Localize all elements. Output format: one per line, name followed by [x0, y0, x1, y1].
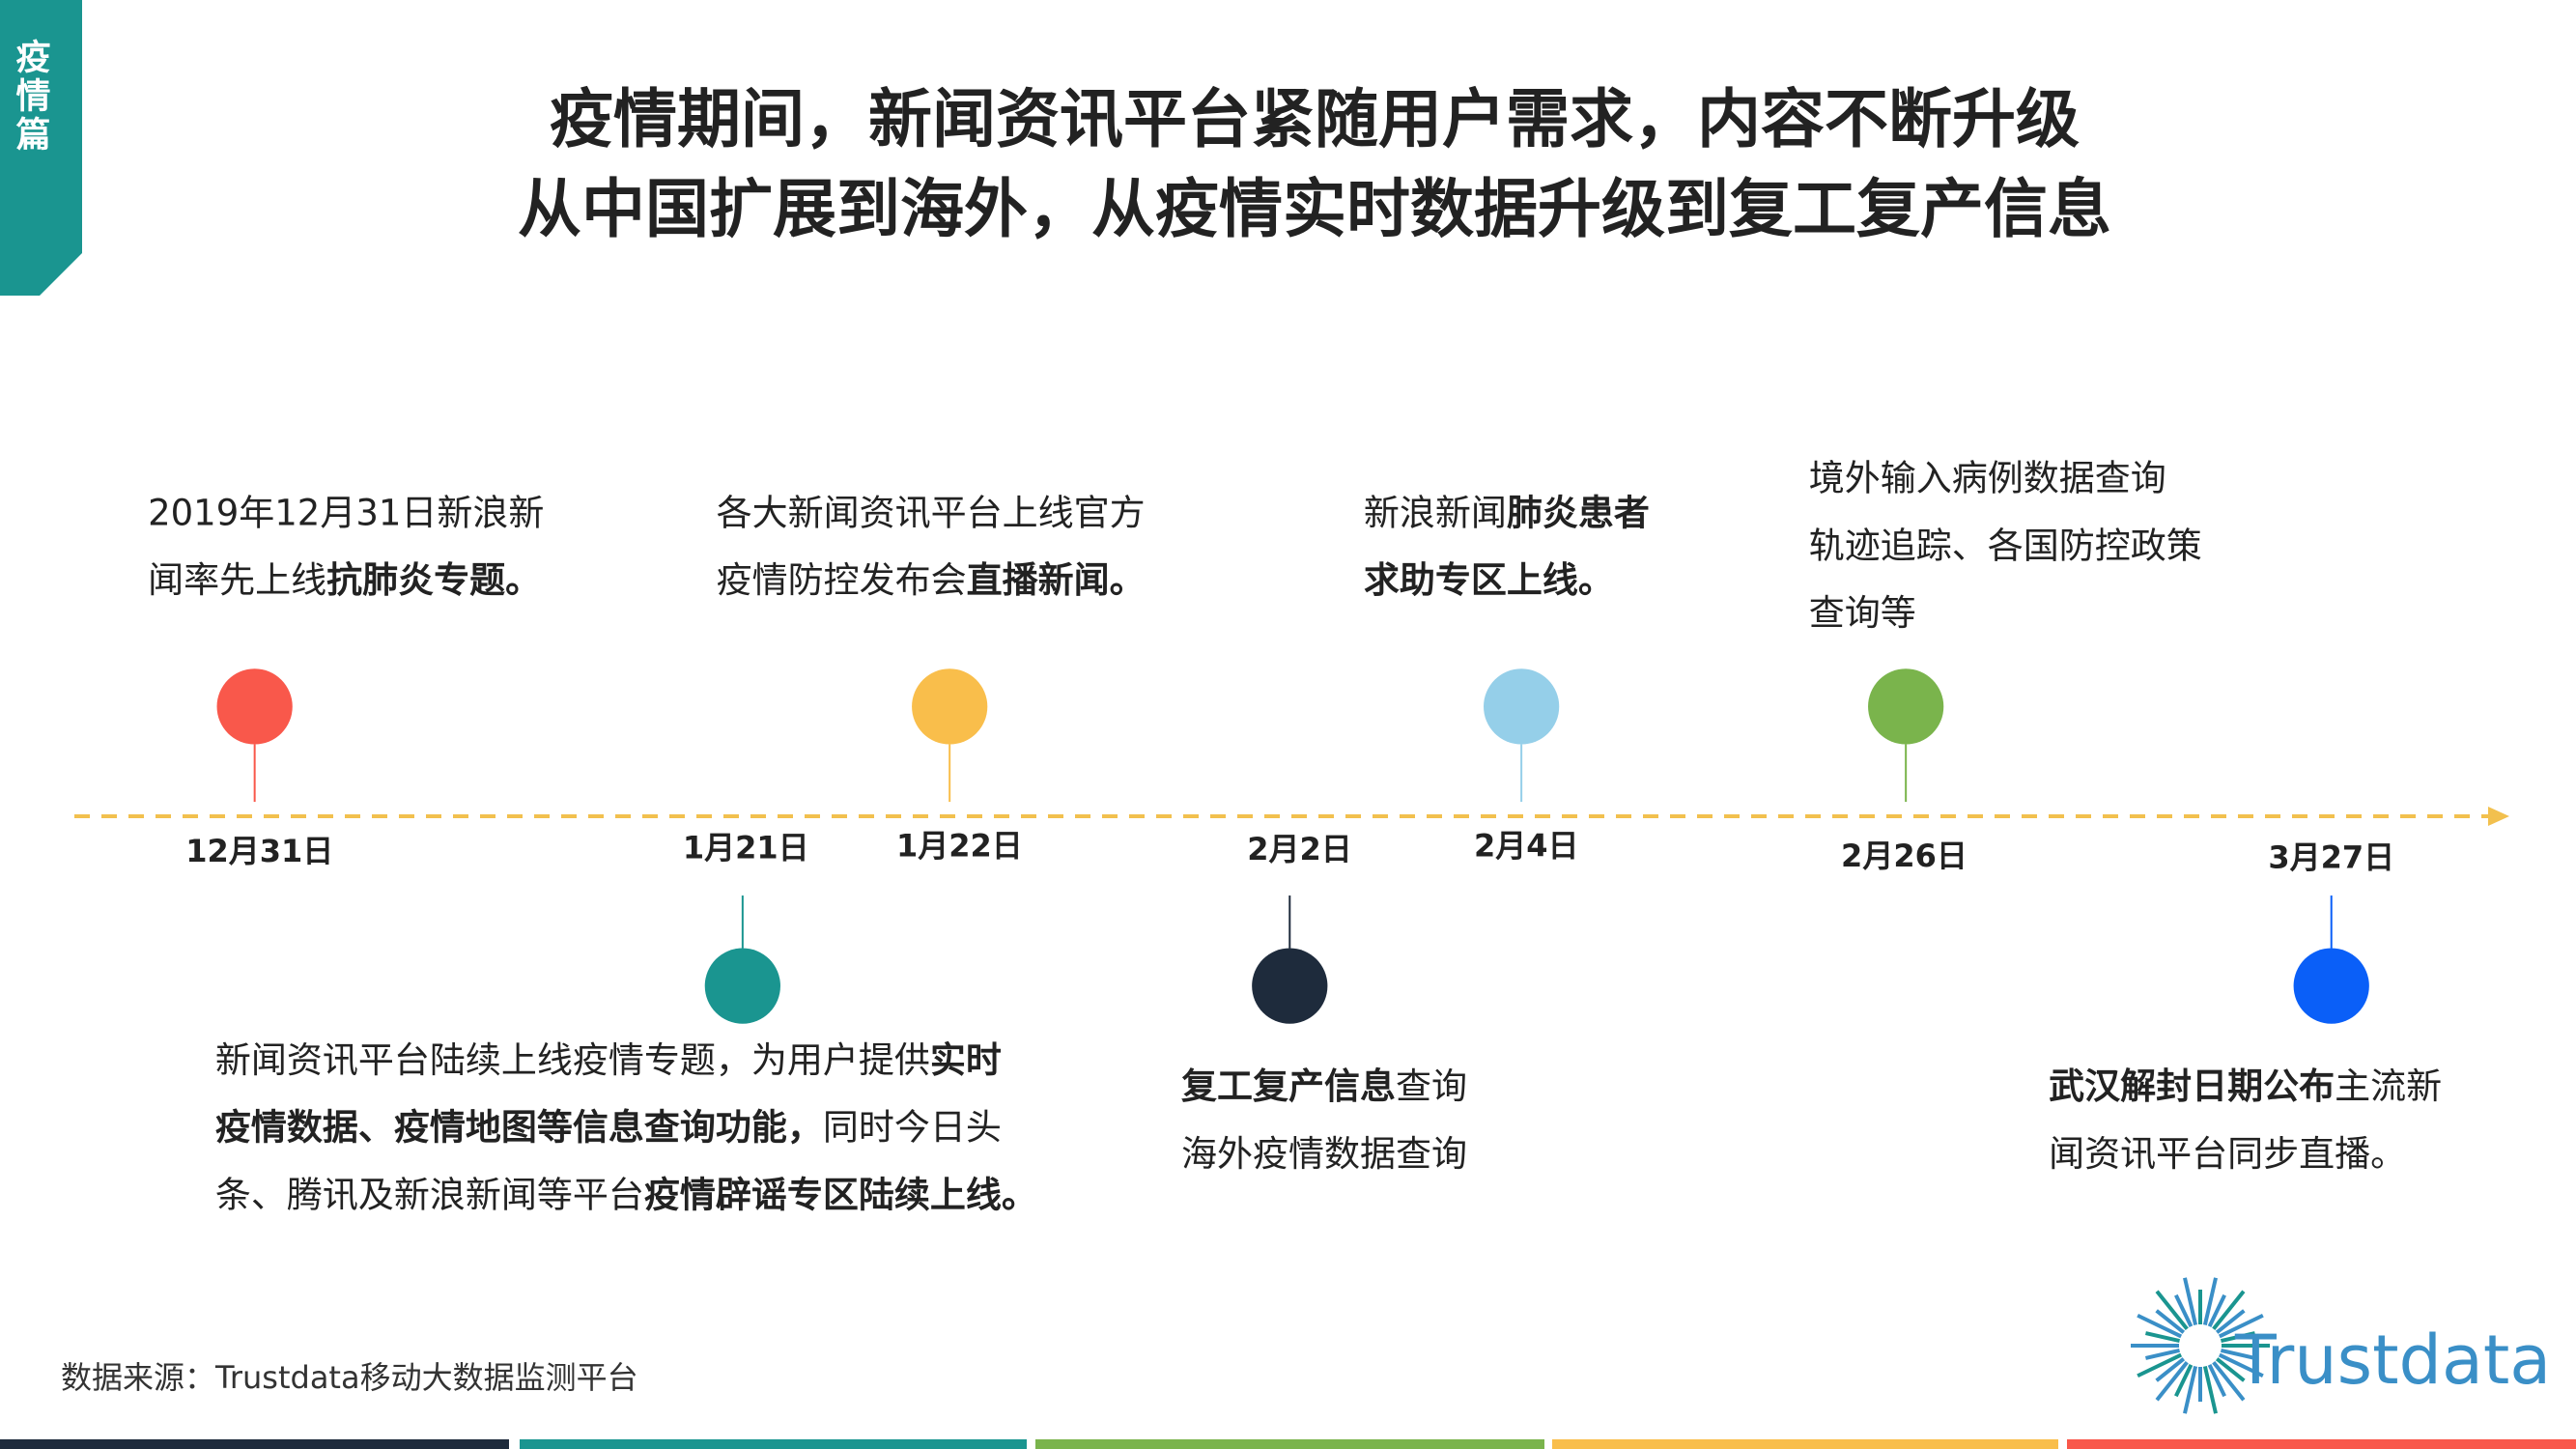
event-text-line: 复工复产信息查询 — [1181, 1065, 1467, 1107]
logo-ray — [2215, 1357, 2246, 1382]
text: 条、腾讯及新浪新闻等平台 — [215, 1174, 644, 1215]
title-line: 从中国扩展到海外，从疫情实时数据升级到复工复产信息 — [518, 172, 2111, 246]
bold-text: 直播新闻。 — [967, 559, 1146, 601]
event-text-line: 2019年12月31日新浪新 — [148, 492, 544, 533]
bold-text: 求助专区上线。 — [1364, 559, 1614, 601]
footer-bar — [1552, 1439, 2058, 1449]
logo-ray — [2155, 1309, 2186, 1334]
event-text-line: 疫情数据、疫情地图等信息查询功能，同时今日头 — [215, 1106, 1002, 1148]
logo-ray — [2155, 1360, 2189, 1402]
event-dot — [704, 948, 780, 1024]
event-text-line: 境外输入病例数据查询 — [1809, 457, 2166, 498]
bold-text: 肺炎患者 — [1507, 492, 1650, 533]
logo-ray — [2174, 1293, 2194, 1328]
logo-ray — [2202, 1366, 2218, 1414]
text: 闻资讯平台同步直播。 — [2049, 1132, 2406, 1174]
timeline-arrow — [2488, 807, 2509, 826]
event-text-line: 新浪新闻肺炎患者 — [1364, 492, 1650, 533]
text: 新浪新闻 — [1364, 492, 1507, 533]
event-text-line: 求助专区上线。 — [1364, 559, 1614, 601]
logo-ray — [2202, 1277, 2218, 1325]
logo-ray — [2183, 1366, 2198, 1414]
text: 查询 — [1396, 1065, 1467, 1107]
bold-text: 实时 — [930, 1038, 1002, 1080]
footer-bar — [2067, 1439, 2576, 1449]
text: 2019年12月31日新浪新 — [148, 492, 544, 533]
event-date: 3月27日 — [2268, 839, 2394, 876]
text: 新闻资讯平台陆续上线疫情专题，为用户提供 — [215, 1038, 930, 1080]
section-tab-label: 疫情篇 — [11, 39, 51, 155]
logo-ray — [2221, 1348, 2255, 1360]
section-tab — [0, 0, 82, 296]
logo-ray — [2207, 1293, 2226, 1328]
text: 主流新 — [2335, 1065, 2442, 1107]
footer-bar — [1035, 1439, 1544, 1449]
logo-ray — [2155, 1357, 2186, 1382]
bold-text: 复工复产信息 — [1181, 1065, 1396, 1107]
event-text-line: 疫情防控发布会直播新闻。 — [717, 559, 1146, 601]
event-text-line: 条、腾讯及新浪新闻等平台疫情辟谣专区陆续上线。 — [215, 1174, 1037, 1215]
logo-ray — [2215, 1309, 2246, 1334]
logo-ray — [2207, 1363, 2226, 1398]
bold-text: 疫情辟谣专区陆续上线。 — [644, 1174, 1037, 1215]
text: 海外疫情数据查询 — [1181, 1132, 1467, 1174]
text: 各大新闻资讯平台上线官方 — [717, 492, 1146, 533]
text: 轨迹追踪、各国防控政策 — [1809, 525, 2202, 566]
logo-ray — [2137, 1313, 2183, 1339]
event-text-line: 海外疫情数据查询 — [1181, 1132, 1467, 1174]
logo-ray — [2218, 1313, 2264, 1339]
logo-ray — [2218, 1352, 2264, 1378]
event-text-line: 新闻资讯平台陆续上线疫情专题，为用户提供实时 — [215, 1038, 1002, 1080]
event-text-line: 各大新闻资讯平台上线官方 — [717, 492, 1146, 533]
bold-text: 武汉解封日期公布 — [2049, 1065, 2335, 1107]
text: 查询等 — [1809, 592, 1916, 634]
footer-bar — [0, 1439, 509, 1449]
logo-ray — [2155, 1290, 2189, 1331]
logo-ray — [2221, 1331, 2255, 1344]
text: 境外输入病例数据查询 — [1809, 457, 2166, 498]
bold-text: 疫情数据、疫情地图等信息查询功能， — [215, 1106, 823, 1148]
event-date: 12月31日 — [185, 833, 333, 869]
logo-icon — [2131, 1277, 2270, 1414]
text: 同时今日头 — [823, 1106, 1002, 1148]
event-dot — [2293, 948, 2369, 1024]
bold-text: 抗肺炎专题。 — [326, 559, 541, 601]
event-text-line: 闻资讯平台同步直播。 — [2049, 1132, 2406, 1174]
text: 疫情防控发布会 — [717, 559, 967, 601]
logo-ray — [2174, 1363, 2194, 1398]
event-text-line: 闻率先上线抗肺炎专题。 — [148, 559, 541, 601]
title-line: 疫情期间，新闻资讯平台紧随用户需求，内容不断升级 — [550, 82, 2080, 156]
event-date: 2月4日 — [1474, 828, 1579, 865]
logo-ray — [2212, 1360, 2246, 1402]
event-date: 1月21日 — [683, 829, 809, 866]
event-dot — [1868, 668, 1944, 745]
logo-ray — [2183, 1277, 2198, 1325]
source-note: 数据来源：Trustdata移动大数据监测平台 — [61, 1359, 638, 1396]
logo-ray — [2145, 1348, 2180, 1360]
event-dot — [1484, 668, 1560, 745]
logo-ray — [2212, 1290, 2246, 1331]
event-text-line: 轨迹追踪、各国防控政策 — [1809, 525, 2202, 566]
logo-text: Trustdata — [2234, 1321, 2551, 1400]
logo-ray — [2145, 1331, 2180, 1344]
event-date: 2月2日 — [1247, 831, 1352, 867]
event-dot — [1252, 948, 1328, 1024]
text: 闻率先上线 — [148, 559, 326, 601]
event-dot — [216, 668, 293, 745]
event-date: 1月22日 — [896, 828, 1023, 865]
event-dot — [912, 668, 988, 745]
event-text-line: 查询等 — [1809, 592, 1916, 634]
logo-ray — [2137, 1352, 2183, 1378]
footer-bar — [520, 1439, 1027, 1449]
event-date: 2月26日 — [1841, 838, 1967, 874]
event-text-line: 武汉解封日期公布主流新 — [2049, 1065, 2442, 1107]
